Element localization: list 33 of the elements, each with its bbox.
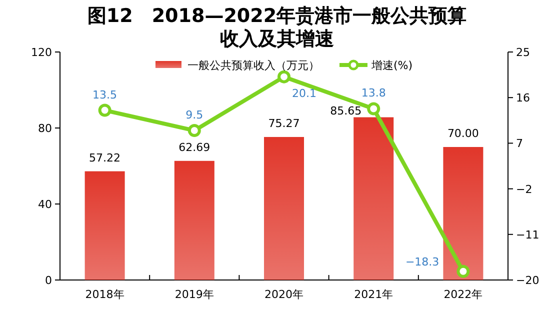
legend-label: 增速(%) bbox=[370, 59, 413, 72]
y-tick-label: 40 bbox=[38, 198, 52, 211]
data-label: 70.00 bbox=[447, 127, 479, 140]
y-tick-label: 120 bbox=[31, 46, 52, 59]
data-label: 13.8 bbox=[361, 86, 386, 100]
data-label: 75.27 bbox=[268, 116, 300, 130]
data-label: 62.69 bbox=[178, 140, 210, 154]
x-tick-label: 2018年 bbox=[85, 288, 124, 301]
data-label: 85.65 bbox=[330, 104, 362, 118]
y2-tick-label: 7 bbox=[516, 137, 523, 150]
x-tick-label: 2021年 bbox=[354, 288, 394, 301]
point bbox=[278, 70, 290, 84]
y2-tick-label: −11 bbox=[516, 228, 540, 242]
point bbox=[98, 104, 112, 117]
data-label: −18.3 bbox=[405, 255, 440, 268]
x-tick-label: 2019年 bbox=[174, 288, 214, 301]
legend-label: 一般公共预算收入（万元） bbox=[187, 59, 320, 72]
x-tick-label: 2020年 bbox=[264, 288, 304, 301]
point bbox=[456, 264, 470, 278]
y-tick-label: 80 bbox=[38, 122, 52, 135]
y2-tick-label: −2 bbox=[516, 182, 532, 196]
y2-tick-label: −20 bbox=[516, 274, 540, 287]
data-label: 20.1 bbox=[292, 86, 316, 100]
data-label: 13.5 bbox=[92, 88, 118, 102]
chart-title: 图12 2018—2022年贵港市一般公共预算收入及其增速 bbox=[87, 5, 467, 50]
point bbox=[367, 102, 380, 116]
data-label: 9.5 bbox=[186, 108, 204, 122]
y-tick-label: 0 bbox=[45, 274, 52, 287]
data-label: 57.22 bbox=[89, 151, 121, 164]
y2-tick-label: 25 bbox=[516, 46, 530, 59]
point bbox=[188, 124, 201, 138]
x-tick-label: 2022年 bbox=[444, 288, 483, 301]
y2-tick-label: 16 bbox=[516, 92, 530, 105]
